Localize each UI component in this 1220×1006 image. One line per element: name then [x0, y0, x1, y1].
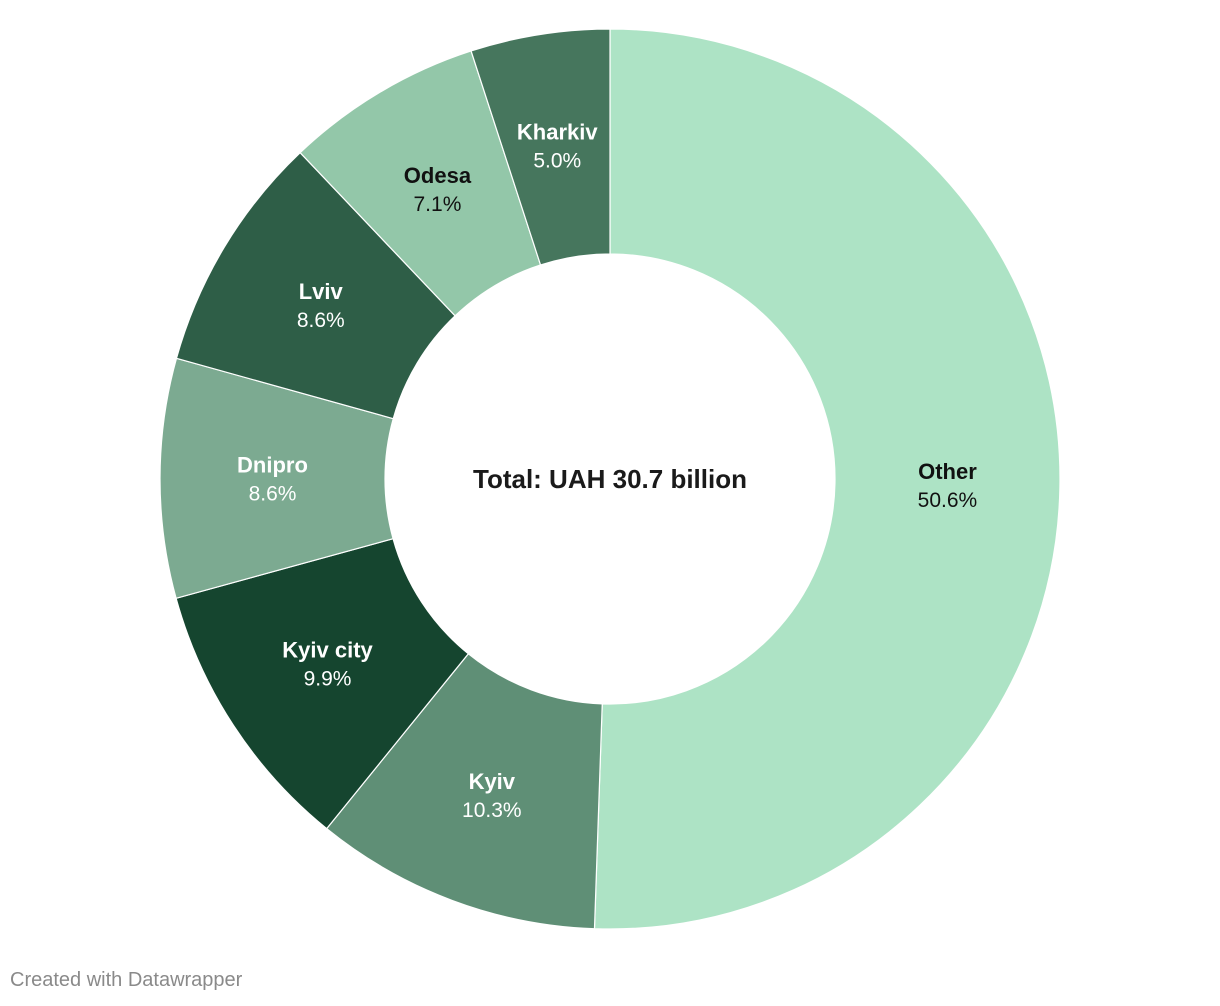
slice-value-kharkiv: 5.0% [533, 150, 581, 173]
slice-value-kyiv-city: 9.9% [304, 668, 352, 691]
slice-value-other: 50.6% [918, 489, 978, 512]
slice-label-kyiv-city: Kyiv city [282, 638, 373, 663]
slice-kyiv [325, 652, 603, 930]
donut-slices [159, 28, 1061, 930]
slice-label-kharkiv: Kharkiv [517, 120, 598, 145]
slice-labels: Other 50.6% Kyiv 10.3% Kyiv city 9.9% Dnipro 8.… [237, 120, 977, 822]
slice-kharkiv [470, 28, 611, 266]
slice-value-kyiv: 10.3% [462, 799, 522, 822]
slice-value-odesa: 7.1% [414, 193, 462, 216]
slice-label-odesa: Odesa [404, 163, 472, 188]
center-total-label: Total: UAH 30.7 billion [473, 464, 747, 494]
slice-value-lviv: 8.6% [297, 309, 345, 332]
slice-label-other: Other [918, 459, 977, 484]
slice-label-kyiv: Kyiv [469, 769, 516, 794]
slice-label-dnipro: Dnipro [237, 452, 308, 477]
datawrapper-credit: Created with Datawrapper [10, 969, 243, 991]
slice-other [593, 28, 1061, 930]
slice-value-dnipro: 8.6% [249, 482, 297, 505]
slice-label-lviv: Lviv [299, 279, 344, 304]
